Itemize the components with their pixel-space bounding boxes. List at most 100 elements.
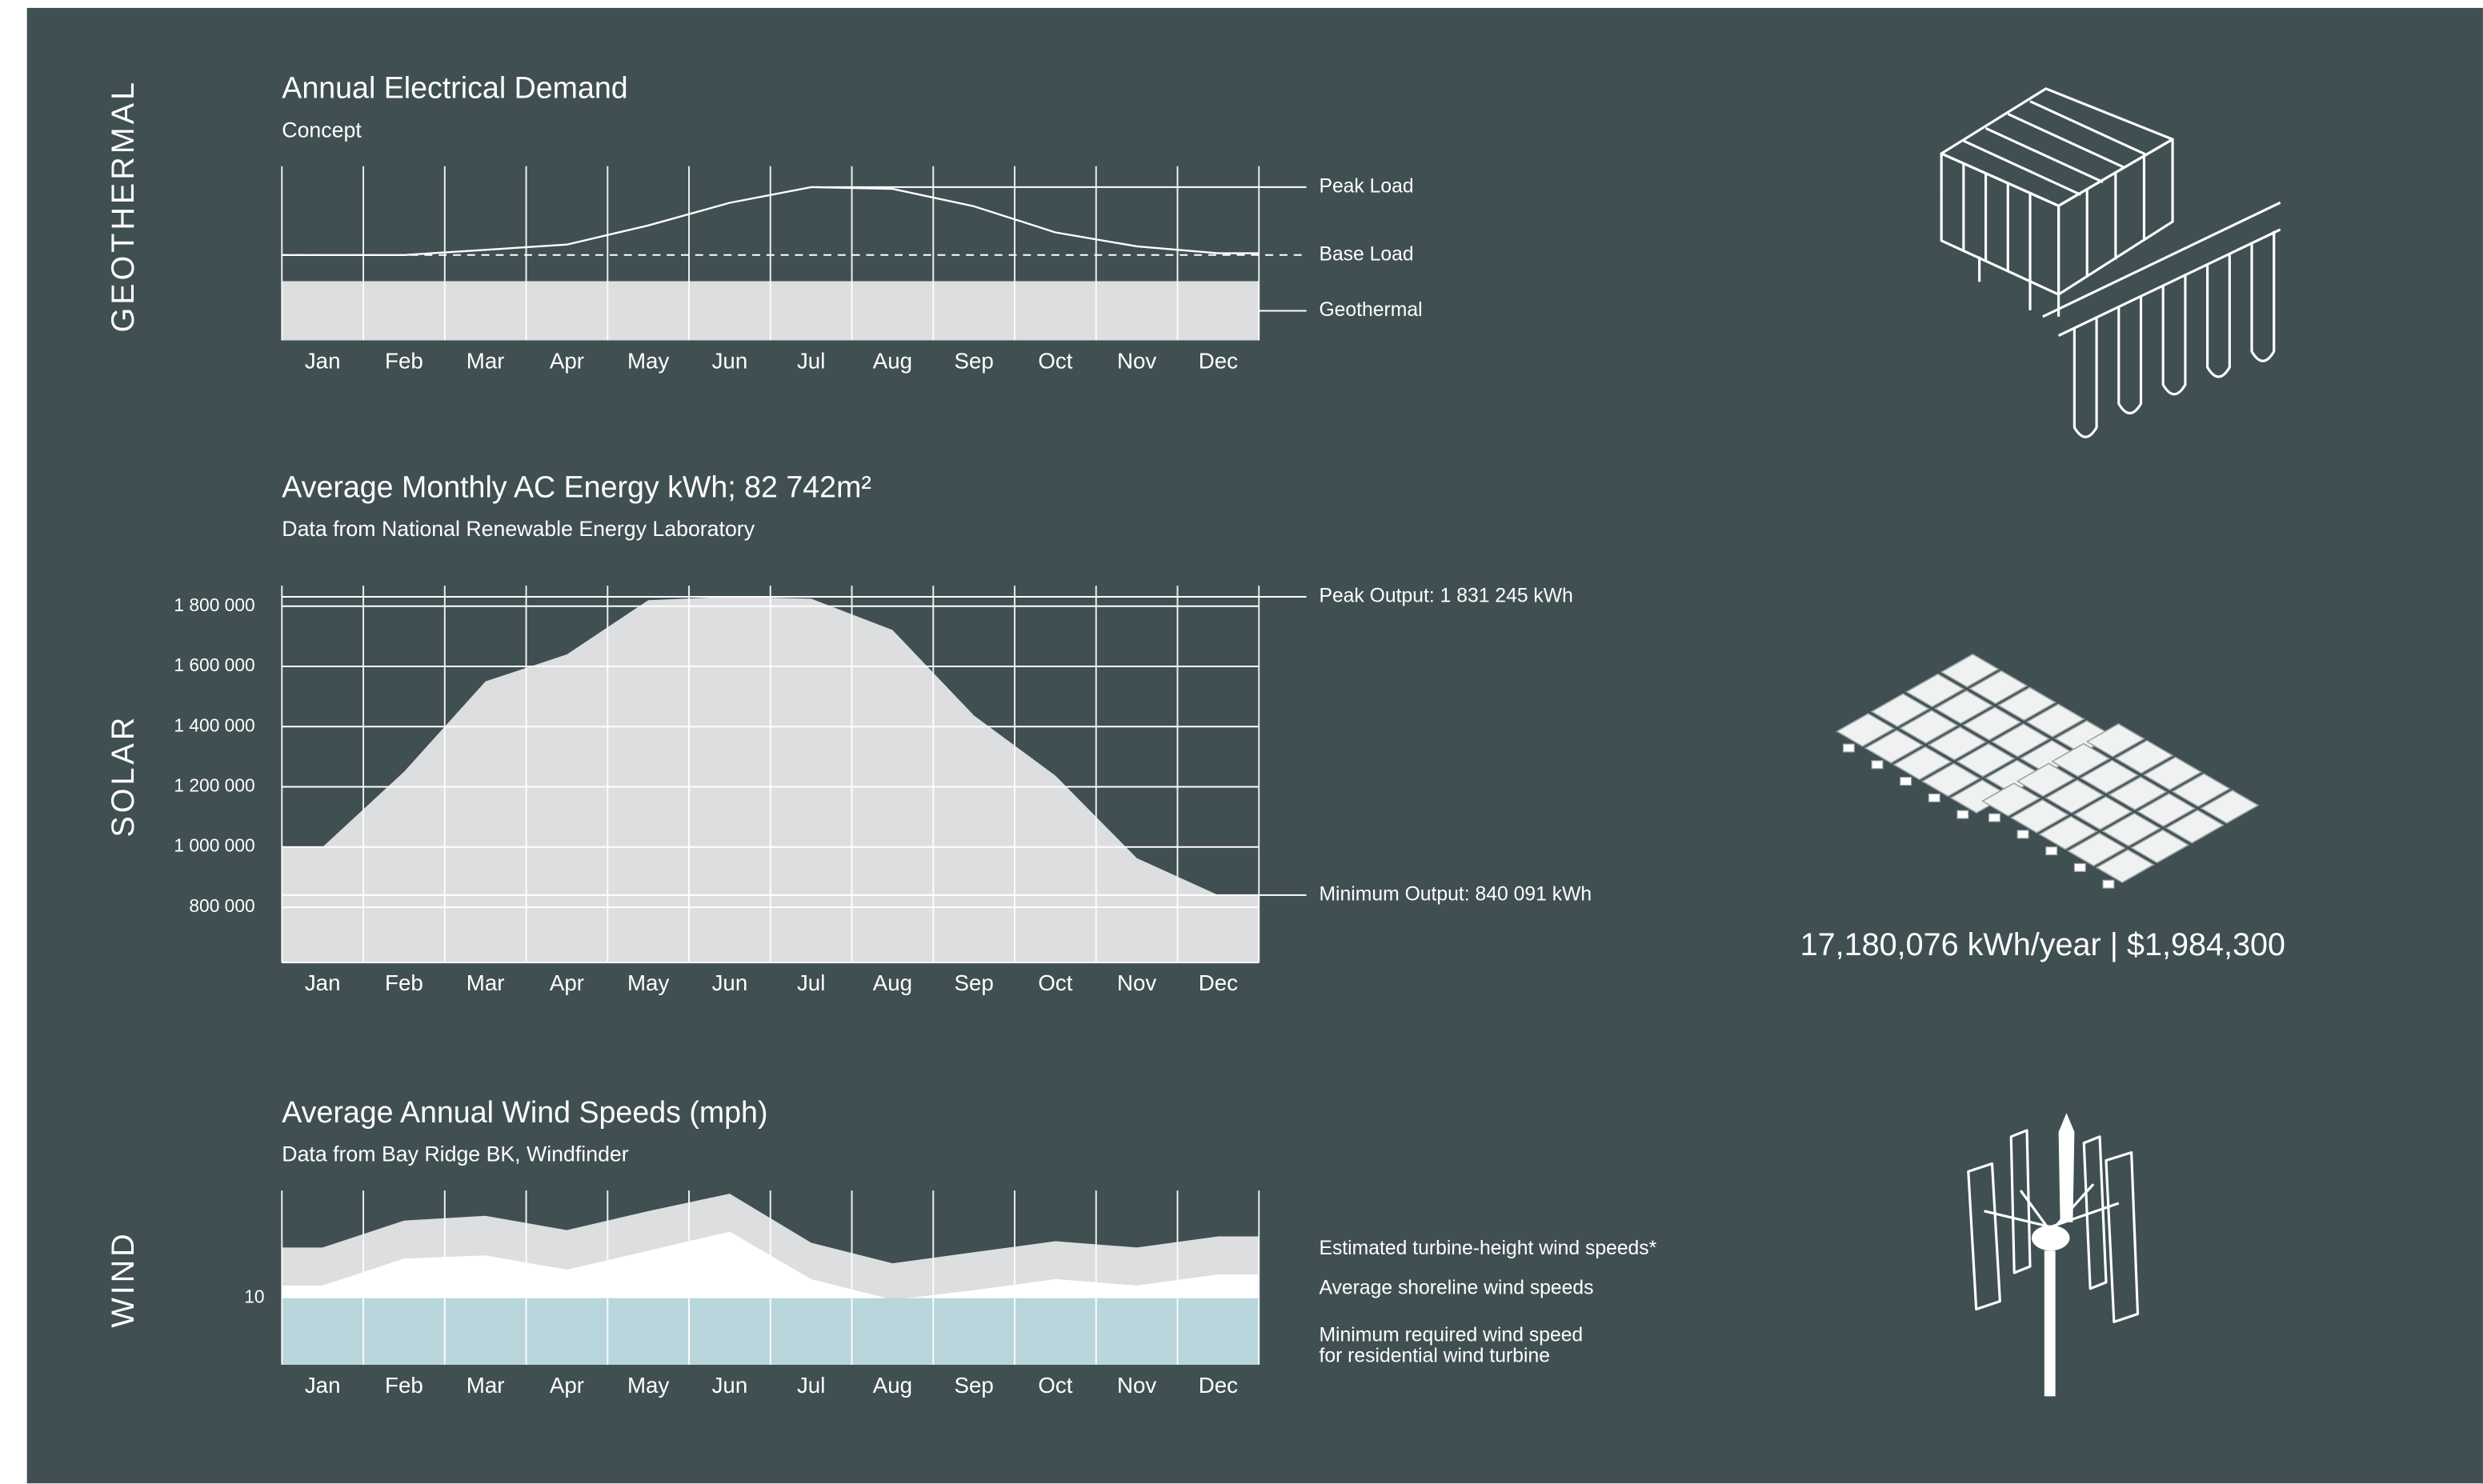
x-tick-label: Jan — [305, 970, 341, 995]
x-tick-label: Jan — [305, 1373, 341, 1398]
x-tick-label: Apr — [550, 1373, 584, 1398]
x-tick-label: Jul — [797, 970, 825, 995]
x-tick-label: Feb — [385, 970, 423, 995]
solar-panel — [2142, 756, 2203, 791]
series-label: Estimated turbine-height wind speeds* — [1319, 1238, 1656, 1259]
panel-footing — [1871, 760, 1884, 770]
solar-panel — [2025, 703, 2085, 738]
section-label: SOLAR — [106, 714, 141, 838]
panel-footing — [2102, 879, 2115, 889]
x-tick-label: Feb — [385, 348, 423, 373]
y-tick-label: 1 400 000 — [174, 714, 254, 735]
threshold-label: Minimum required wind speed — [1319, 1325, 1583, 1346]
x-tick-label: Apr — [550, 348, 584, 373]
solar-panel — [2101, 812, 2161, 847]
annotation-label: Minimum Output: 840 091 kWh — [1319, 883, 1592, 905]
chart-subtitle: Concept — [282, 118, 362, 142]
solar-panel — [1892, 746, 1952, 781]
solar-panel — [1968, 670, 2028, 705]
solar-panel — [1996, 686, 2057, 722]
x-tick-label: Dec — [1199, 970, 1238, 995]
chart-subtitle: Data from National Renewable Energy Labo… — [282, 517, 755, 541]
y-tick-label: 10 — [244, 1286, 264, 1307]
x-tick-label: Nov — [1117, 970, 1156, 995]
solar-panel — [2066, 832, 2127, 867]
x-tick-label: Jun — [712, 1373, 748, 1398]
geothermal-label: Geothermal — [1319, 299, 1422, 321]
y-tick-label: 800 000 — [189, 895, 254, 916]
panel-footing — [2045, 846, 2058, 856]
series-label: Average shoreline wind speeds — [1319, 1277, 1593, 1298]
chart-title: Average Monthly AC Energy kWh; 82 742m² — [282, 470, 871, 503]
solar-panel — [1864, 729, 1924, 764]
solar-panel — [2114, 739, 2174, 774]
panel-footing — [1928, 793, 1940, 802]
turbine-illustration — [1967, 1113, 2140, 1397]
solar-panel — [1940, 653, 2000, 688]
solar-panel — [2136, 792, 2197, 827]
series-label: Peak Load — [1319, 175, 1413, 197]
solar-panel — [2038, 815, 2098, 850]
building-illustration — [1940, 87, 2281, 438]
section-label: WIND — [106, 1230, 141, 1327]
chart-title: Annual Electrical Demand — [282, 71, 627, 105]
solar-panel — [2016, 762, 2076, 798]
chart-title: Average Annual Wind Speeds (mph) — [282, 1095, 767, 1129]
solar-panel — [1870, 693, 1930, 728]
solar-panel — [1835, 713, 1896, 747]
solar-panel — [2044, 779, 2105, 814]
solar-panel — [2085, 722, 2146, 758]
x-tick-label: Sep — [955, 348, 994, 373]
x-tick-label: Mar — [467, 348, 505, 373]
x-tick-label: Nov — [1117, 1373, 1156, 1398]
solar-panel — [1927, 726, 1988, 761]
solar-panel — [1981, 782, 2041, 817]
solar-summary: 17,180,076 kWh/year | $1,984,300 — [1800, 927, 2285, 962]
annotation-label: Peak Output: 1 831 245 kWh — [1319, 586, 1572, 607]
solar-panel — [1905, 673, 1965, 708]
x-tick-label: Aug — [873, 348, 912, 373]
x-tick-label: Oct — [1038, 348, 1072, 373]
solar-panel — [2095, 849, 2155, 884]
solar-panel — [1899, 710, 1959, 744]
panel-footing — [2016, 830, 2029, 839]
solar-panel — [2171, 773, 2231, 808]
panel-footing — [2073, 862, 2086, 872]
x-tick-label: Oct — [1038, 970, 1072, 995]
solar-panel — [1920, 762, 1981, 798]
solar-panel — [2079, 759, 2140, 794]
solar-panel — [1990, 722, 2051, 758]
x-tick-label: Apr — [550, 970, 584, 995]
threshold-label: for residential wind turbine — [1319, 1345, 1550, 1366]
x-tick-label: Sep — [955, 970, 994, 995]
solar-panel — [1933, 690, 1994, 725]
base-load-label: Base Load — [1319, 243, 1413, 265]
x-tick-label: Nov — [1117, 348, 1156, 373]
solar-panel — [2051, 742, 2111, 778]
solar-panel — [2073, 795, 2133, 830]
x-tick-label: Aug — [873, 1373, 912, 1398]
x-tick-label: May — [627, 970, 669, 995]
x-tick-label: Jun — [712, 348, 748, 373]
x-tick-label: Jul — [797, 1373, 825, 1398]
x-tick-label: May — [627, 348, 669, 373]
x-tick-label: Mar — [467, 970, 505, 995]
solar-panel — [2108, 776, 2168, 811]
x-tick-label: Mar — [467, 1373, 505, 1398]
y-tick-label: 1 000 000 — [174, 835, 254, 856]
peak-load-line — [282, 186, 1260, 256]
x-tick-label: May — [627, 1373, 669, 1398]
panel-footing — [1956, 810, 1969, 819]
x-tick-label: Jan — [305, 348, 341, 373]
solar-panel — [2130, 829, 2190, 864]
panel-footing — [1900, 777, 1912, 786]
y-tick-label: 1 200 000 — [174, 774, 254, 795]
x-tick-label: Sep — [955, 1373, 994, 1398]
x-tick-label: Aug — [873, 970, 912, 995]
x-tick-label: Feb — [385, 1373, 423, 1398]
x-tick-label: Dec — [1199, 1373, 1238, 1398]
solar-illustration — [1835, 653, 2260, 889]
solar-panel — [2165, 809, 2225, 844]
